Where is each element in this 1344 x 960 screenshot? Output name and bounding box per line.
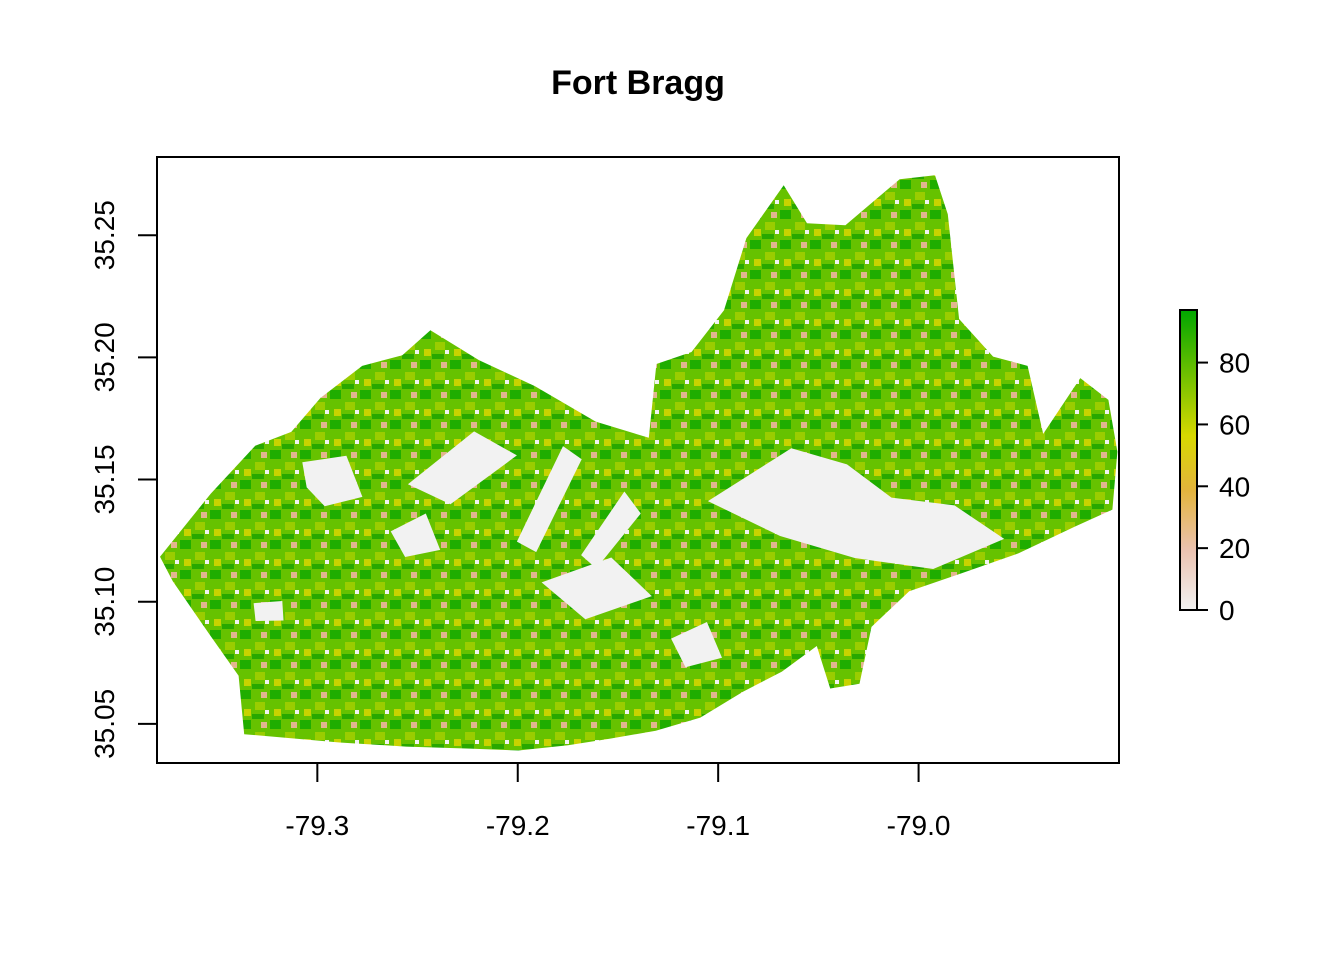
x-tick-label: -79.0	[887, 810, 951, 841]
legend-tick-label: 80	[1219, 348, 1250, 379]
legend-tick-label: 40	[1219, 471, 1250, 502]
x-tick-label: -79.2	[486, 810, 550, 841]
map-title: Fort Bragg	[551, 64, 725, 102]
x-axis: -79.3 -79.2 -79.1 -79.0	[285, 762, 951, 841]
color-legend: 0 20 40 60 80	[1179, 309, 1250, 626]
cleared-area-0	[302, 455, 363, 507]
legend-ticks: 0 20 40 60 80	[1197, 348, 1250, 626]
x-tick-label: -79.3	[285, 810, 349, 841]
cleared-area-8	[390, 513, 441, 557]
y-axis: 35.05 35.10 35.15 35.20 35.25	[89, 200, 158, 759]
cleared-area-2	[516, 446, 582, 553]
cleared-area-1	[407, 431, 517, 505]
cleared-area-5	[707, 448, 1005, 569]
cleared-area-6	[253, 601, 284, 621]
legend-tick-label: 20	[1219, 533, 1250, 564]
legend-tick-label: 60	[1219, 409, 1250, 440]
x-tick-label: -79.1	[686, 810, 750, 841]
base-boundary	[160, 175, 1118, 751]
y-tick-label: 35.15	[89, 444, 120, 514]
cleared-area-3	[581, 491, 641, 569]
legend-tick-label: 0	[1219, 595, 1235, 626]
map-raster	[160, 175, 1118, 751]
y-tick-label: 35.05	[89, 689, 120, 759]
y-tick-label: 35.25	[89, 200, 120, 270]
cleared-area-7	[671, 622, 722, 668]
legend-colorbar	[1179, 309, 1198, 611]
y-tick-label: 35.10	[89, 567, 120, 637]
cleared-area-4	[541, 557, 652, 620]
y-tick-label: 35.20	[89, 322, 120, 392]
